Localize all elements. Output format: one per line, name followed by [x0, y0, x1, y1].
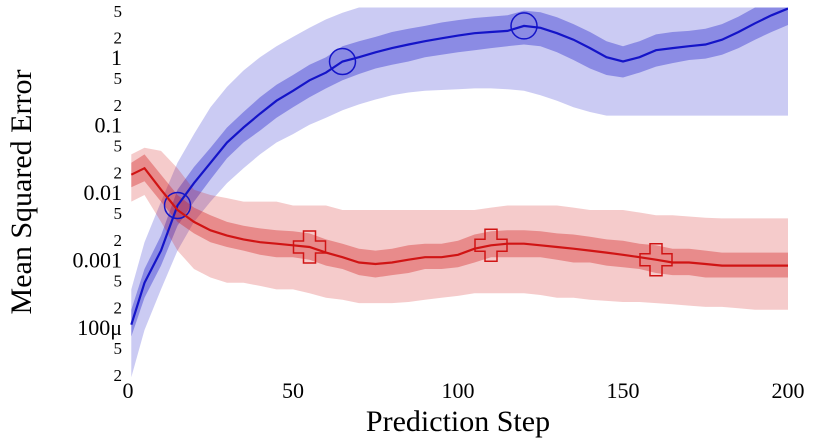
- y-tick-label: 2: [114, 96, 123, 115]
- y-tick-label: 5: [114, 2, 123, 21]
- marker: [163, 191, 192, 220]
- y-tick-label: 5: [114, 137, 123, 156]
- x-tick-label: 0: [123, 378, 134, 403]
- y-tick-label: 2: [114, 299, 123, 318]
- x-axis-label: Prediction Step: [366, 405, 550, 438]
- marker: [474, 228, 508, 263]
- y-tick-label: 2: [114, 366, 123, 385]
- marker: [292, 230, 327, 264]
- band-inner: [131, 154, 788, 278]
- y-tick-label: 5: [114, 69, 123, 88]
- y-tick-label: 5: [114, 272, 123, 291]
- y-axis-label: Mean Squared Error: [5, 70, 38, 315]
- y-tick-label: 2: [114, 29, 123, 48]
- x-tick-label: 50: [282, 378, 304, 403]
- y-tick-label: 0.001: [73, 248, 123, 273]
- band-outer: [131, 7, 788, 378]
- y-tick-label: 2: [114, 231, 123, 250]
- series-line: [130, 166, 788, 267]
- y-tick-label: 2: [114, 164, 123, 183]
- x-tick-label: 200: [772, 378, 805, 403]
- y-tick-label: 0.1: [95, 113, 123, 138]
- y-tick-label: 5: [114, 204, 123, 223]
- band-outer: [131, 147, 788, 310]
- marker: [510, 12, 538, 40]
- y-tick-label: 0.01: [84, 180, 123, 205]
- marker: [639, 242, 673, 277]
- y-tick-label: 5: [114, 339, 123, 358]
- marker: [328, 47, 357, 76]
- x-tick-label: 150: [607, 378, 640, 403]
- plot-area: [130, 7, 788, 378]
- y-tick-label: 100μ: [77, 315, 122, 340]
- x-tick-label: 100: [442, 378, 475, 403]
- series-line: [130, 7, 788, 326]
- y-tick-label: 1: [111, 45, 122, 70]
